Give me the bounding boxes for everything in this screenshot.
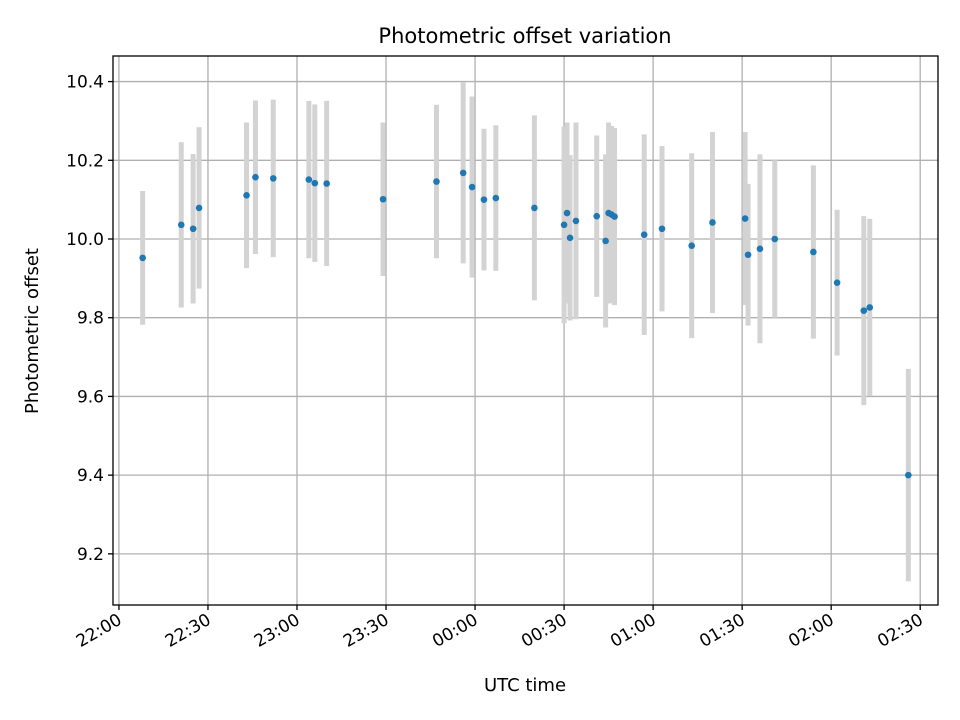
- y-tick-label: 9.4: [77, 466, 104, 486]
- data-point: [189, 225, 197, 233]
- y-tick-label: 10.0: [66, 230, 104, 250]
- chart-title: Photometric offset variation: [378, 24, 671, 48]
- data-point: [269, 175, 277, 182]
- y-tick-label: 9.8: [77, 309, 104, 329]
- data-point: [566, 234, 574, 242]
- data-point: [139, 254, 146, 262]
- data-point: [560, 221, 568, 229]
- data-points: [139, 169, 912, 479]
- data-point: [572, 217, 580, 225]
- data-point: [177, 221, 185, 229]
- data-point: [744, 251, 752, 259]
- y-axis-ticks: 9.2 9.4 9.6 9.8 10.0 10.2 10.4: [66, 73, 113, 565]
- data-point: [480, 196, 488, 203]
- y-tick-label: 10.2: [66, 151, 104, 171]
- data-point: [905, 471, 912, 479]
- data-point: [433, 178, 440, 185]
- data-point: [311, 179, 319, 187]
- plot-frame: [112, 55, 939, 606]
- data-point: [252, 173, 259, 181]
- data-point: [602, 237, 609, 245]
- x-axis-label: UTC time: [484, 675, 566, 696]
- data-point: [756, 245, 764, 253]
- data-point: [611, 213, 618, 220]
- data-point: [563, 209, 571, 217]
- y-tick-label: 10.4: [66, 73, 104, 93]
- data-point: [459, 169, 467, 177]
- data-point: [305, 176, 313, 183]
- y-tick-label: 9.6: [77, 387, 104, 407]
- data-point: [379, 195, 387, 203]
- data-point: [468, 183, 476, 191]
- data-point: [860, 307, 868, 314]
- data-point: [709, 219, 716, 226]
- data-point: [810, 248, 817, 256]
- data-point: [658, 225, 666, 233]
- data-point: [833, 279, 841, 286]
- y-tick-label: 9.2: [77, 545, 104, 565]
- data-point: [593, 212, 601, 220]
- data-point: [323, 180, 330, 187]
- data-point: [195, 204, 203, 212]
- data-point: [492, 194, 500, 202]
- data-point: [741, 215, 749, 222]
- data-point: [688, 242, 695, 249]
- data-point: [243, 192, 250, 199]
- y-axis-label: Photometric offset: [22, 248, 43, 414]
- data-point: [640, 231, 648, 238]
- data-point: [531, 204, 538, 212]
- data-point: [771, 235, 779, 243]
- data-point: [866, 304, 874, 311]
